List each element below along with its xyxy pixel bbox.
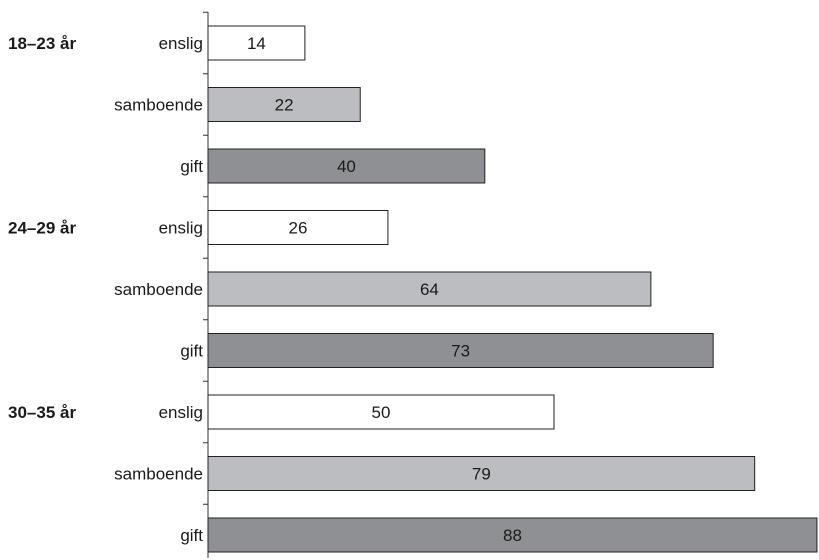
category-label: samboende	[114, 280, 203, 299]
bar-gift	[207, 148, 486, 184]
category-label: gift	[180, 526, 203, 545]
bars-layer	[207, 25, 818, 553]
bar-value-label: 50	[372, 403, 391, 422]
bar-enslig	[207, 25, 306, 61]
category-label: gift	[180, 157, 203, 176]
bar-gift	[207, 517, 818, 553]
category-label: enslig	[159, 219, 203, 238]
category-label: samboende	[114, 465, 203, 484]
axis-layer	[203, 11, 209, 558]
bar-value-label: 26	[288, 219, 307, 238]
group-label: 18–23 år	[8, 34, 76, 53]
category-label: enslig	[159, 403, 203, 422]
bar-enslig	[207, 394, 555, 430]
bar-samboende	[207, 271, 652, 307]
bar-samboende	[207, 87, 361, 122]
bar-enslig	[207, 210, 389, 245]
category-label: enslig	[159, 34, 203, 53]
bar-value-label: 73	[451, 342, 470, 361]
group-label: 24–29 år	[8, 219, 76, 238]
bar-value-label: 40	[337, 157, 356, 176]
bar-value-label: 88	[503, 526, 522, 545]
bar-value-label: 14	[247, 34, 266, 53]
bar-value-label: 64	[420, 280, 439, 299]
bar-value-label: 22	[275, 96, 294, 115]
bar-samboende	[207, 456, 756, 491]
bar-value-label: 79	[472, 465, 491, 484]
labels-layer: 14 enslig 18–23 år 22 samboende 40 gift 26 ensli…	[8, 34, 522, 545]
bar-gift	[207, 333, 714, 368]
group-label: 30–35 år	[8, 403, 76, 422]
category-label: gift	[180, 342, 203, 361]
category-label: samboende	[114, 96, 203, 115]
